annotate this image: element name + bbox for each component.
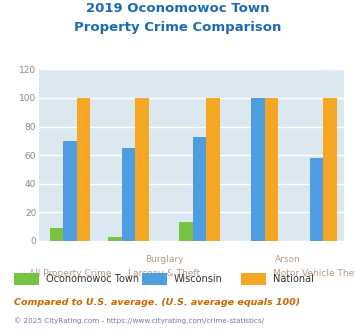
Bar <box>193 137 206 241</box>
Text: Larceny & Theft: Larceny & Theft <box>128 269 200 278</box>
Text: All Property Crime: All Property Crime <box>29 269 111 278</box>
Bar <box>77 98 90 241</box>
Text: Compared to U.S. average. (U.S. average equals 100): Compared to U.S. average. (U.S. average … <box>14 298 300 307</box>
Text: 2019 Oconomowoc Town: 2019 Oconomowoc Town <box>86 2 269 15</box>
Bar <box>265 98 278 241</box>
Bar <box>108 237 122 241</box>
Bar <box>323 98 337 241</box>
Text: Motor Vehicle Theft: Motor Vehicle Theft <box>273 269 355 278</box>
Bar <box>63 141 77 241</box>
Bar <box>251 98 265 241</box>
Bar <box>179 222 193 241</box>
Text: National: National <box>273 274 314 284</box>
Text: Property Crime Comparison: Property Crime Comparison <box>74 21 281 34</box>
Bar <box>206 98 220 241</box>
Text: Burglary: Burglary <box>145 255 183 264</box>
Bar <box>135 98 149 241</box>
Text: © 2025 CityRating.com - https://www.cityrating.com/crime-statistics/: © 2025 CityRating.com - https://www.city… <box>14 317 264 324</box>
Text: Arson: Arson <box>274 255 300 264</box>
Text: Wisconsin: Wisconsin <box>174 274 223 284</box>
Text: Oconomowoc Town: Oconomowoc Town <box>46 274 139 284</box>
Bar <box>310 158 323 241</box>
Bar <box>122 148 135 241</box>
Bar <box>50 228 63 241</box>
